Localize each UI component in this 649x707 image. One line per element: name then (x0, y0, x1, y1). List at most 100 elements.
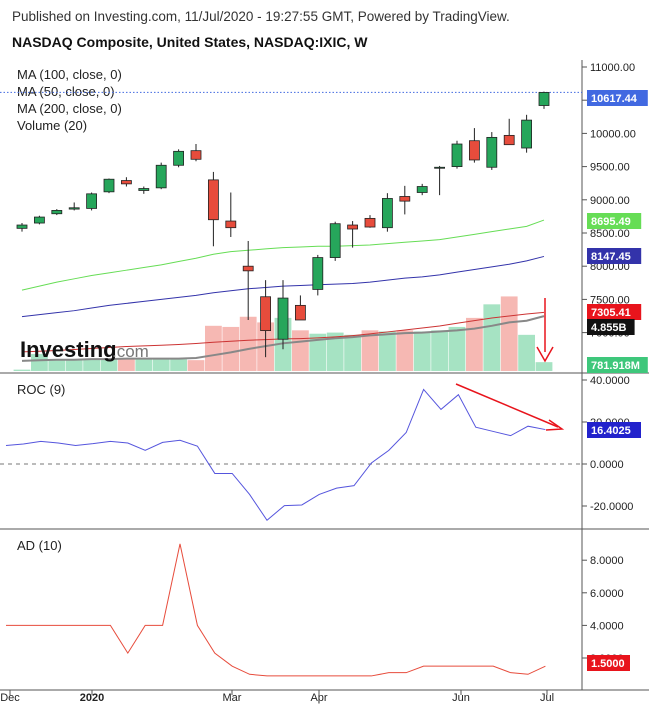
candle-body (312, 257, 324, 290)
volume-bar (448, 326, 466, 371)
volume-bar (170, 359, 187, 371)
legend-ma50[interactable]: MA (50, close, 0) (17, 84, 115, 99)
price-badge-label: 8147.45 (591, 251, 631, 263)
volume-bar (396, 330, 414, 371)
candle-body (399, 196, 411, 202)
ad-last-label: 1.5000 (591, 658, 625, 670)
volume-bar (361, 330, 379, 371)
price-badge-label: 781.918M (591, 360, 640, 372)
x-tick-label: Mar (223, 692, 242, 704)
volume-bar (31, 354, 48, 371)
volume-bar (379, 331, 396, 371)
candle-body (468, 140, 480, 161)
x-tick-label: Jun (452, 692, 470, 704)
candle-body (260, 296, 272, 332)
candle-body (16, 224, 28, 229)
investing-watermark: Investing.com (20, 337, 149, 362)
candle-body (121, 180, 132, 185)
roc-tick-label: 40.0000 (590, 375, 630, 387)
price-tick-label: 8000.00 (590, 261, 630, 273)
volume-bar (13, 369, 31, 371)
volume-bar (466, 317, 483, 371)
price-badge-label: 7305.41 (591, 307, 631, 319)
candle-body (51, 210, 63, 215)
legend-ma100[interactable]: MA (100, close, 0) (17, 67, 122, 82)
candlestick-series[interactable] (16, 91, 550, 358)
published-caption: Published on Investing.com, 11/Jul/2020 … (12, 9, 510, 24)
roc-line (5, 388, 546, 522)
candle-body (207, 179, 219, 221)
volume-bar (483, 304, 501, 371)
roc-last-badge (587, 422, 641, 438)
price-badge (587, 248, 642, 264)
x-tick-label: Apr (310, 692, 327, 704)
price-badge-label: 8695.49 (591, 216, 631, 228)
candle-body (68, 207, 80, 210)
volume-bar (100, 359, 118, 371)
volume-bar (135, 359, 153, 371)
candle-body (225, 220, 237, 229)
candle-body (155, 164, 167, 189)
candle-body (347, 224, 359, 230)
x-tick-label: Jul (540, 692, 554, 704)
candle-body (242, 265, 254, 272)
price-tick-label: 11000.00 (590, 62, 635, 74)
price-tick-label: 9500.00 (590, 162, 630, 174)
price-badge (587, 304, 642, 320)
price-badge (587, 319, 635, 335)
volume-bar (118, 359, 135, 371)
roc-tick-label: -20.0000 (590, 501, 633, 513)
roc-tick-label: 0.0000 (590, 459, 624, 471)
volume-bar (152, 359, 170, 371)
volume-bar (518, 334, 535, 371)
roc-trend-arrow-head (545, 419, 565, 431)
x-tick-label: Dec (0, 692, 20, 704)
roc-last-label: 16.4025 (591, 425, 631, 437)
down-arrow-head (536, 346, 554, 363)
legend-ma200[interactable]: MA (200, close, 0) (17, 101, 122, 116)
candle-body (294, 304, 306, 321)
candle-body (103, 178, 115, 193)
candle-body (538, 92, 550, 106)
volume-bar (413, 331, 431, 371)
roc-label: ROC (9) (17, 382, 65, 397)
candle-body (138, 188, 150, 191)
volume-bar (344, 334, 361, 371)
volume-bar (309, 333, 327, 371)
volume-bar (500, 296, 518, 371)
axes: 11000.0010500.0010000.009500.009000.0085… (0, 62, 648, 704)
price-badge (587, 90, 648, 106)
candle-body (451, 143, 463, 168)
price-tick-label: 9000.00 (590, 195, 630, 207)
ad-label: AD (10) (17, 538, 62, 553)
watermark-suffix: .com (112, 342, 149, 361)
x-tick-label: 2020 (80, 692, 104, 704)
volume-bar (222, 326, 240, 371)
ad-line (6, 543, 546, 677)
candle-body (486, 136, 498, 168)
price-tick-label: 8500.00 (590, 228, 630, 240)
candle-body (503, 134, 515, 146)
chart-frame (0, 60, 649, 691)
volume-bar (205, 325, 222, 371)
price-tick-label: 10000.00 (590, 128, 636, 140)
volume-bar (292, 330, 309, 371)
candle-body (329, 223, 341, 258)
ad-tick-label: 8.0000 (590, 555, 624, 567)
candle-body (190, 150, 202, 160)
candle-body (173, 150, 185, 166)
volume-bar (535, 362, 553, 371)
candle-body (381, 198, 393, 229)
volume-bar (239, 316, 257, 371)
candle-body (434, 166, 446, 169)
volume-bar (187, 360, 205, 371)
volume-bar (48, 359, 66, 371)
ad-tick-label: 6.0000 (590, 588, 624, 600)
price-badge (587, 357, 648, 373)
legend-volume[interactable]: Volume (20) (17, 118, 88, 133)
volume-panel (13, 296, 553, 371)
candle-body (277, 297, 289, 340)
candle-body (34, 216, 45, 224)
